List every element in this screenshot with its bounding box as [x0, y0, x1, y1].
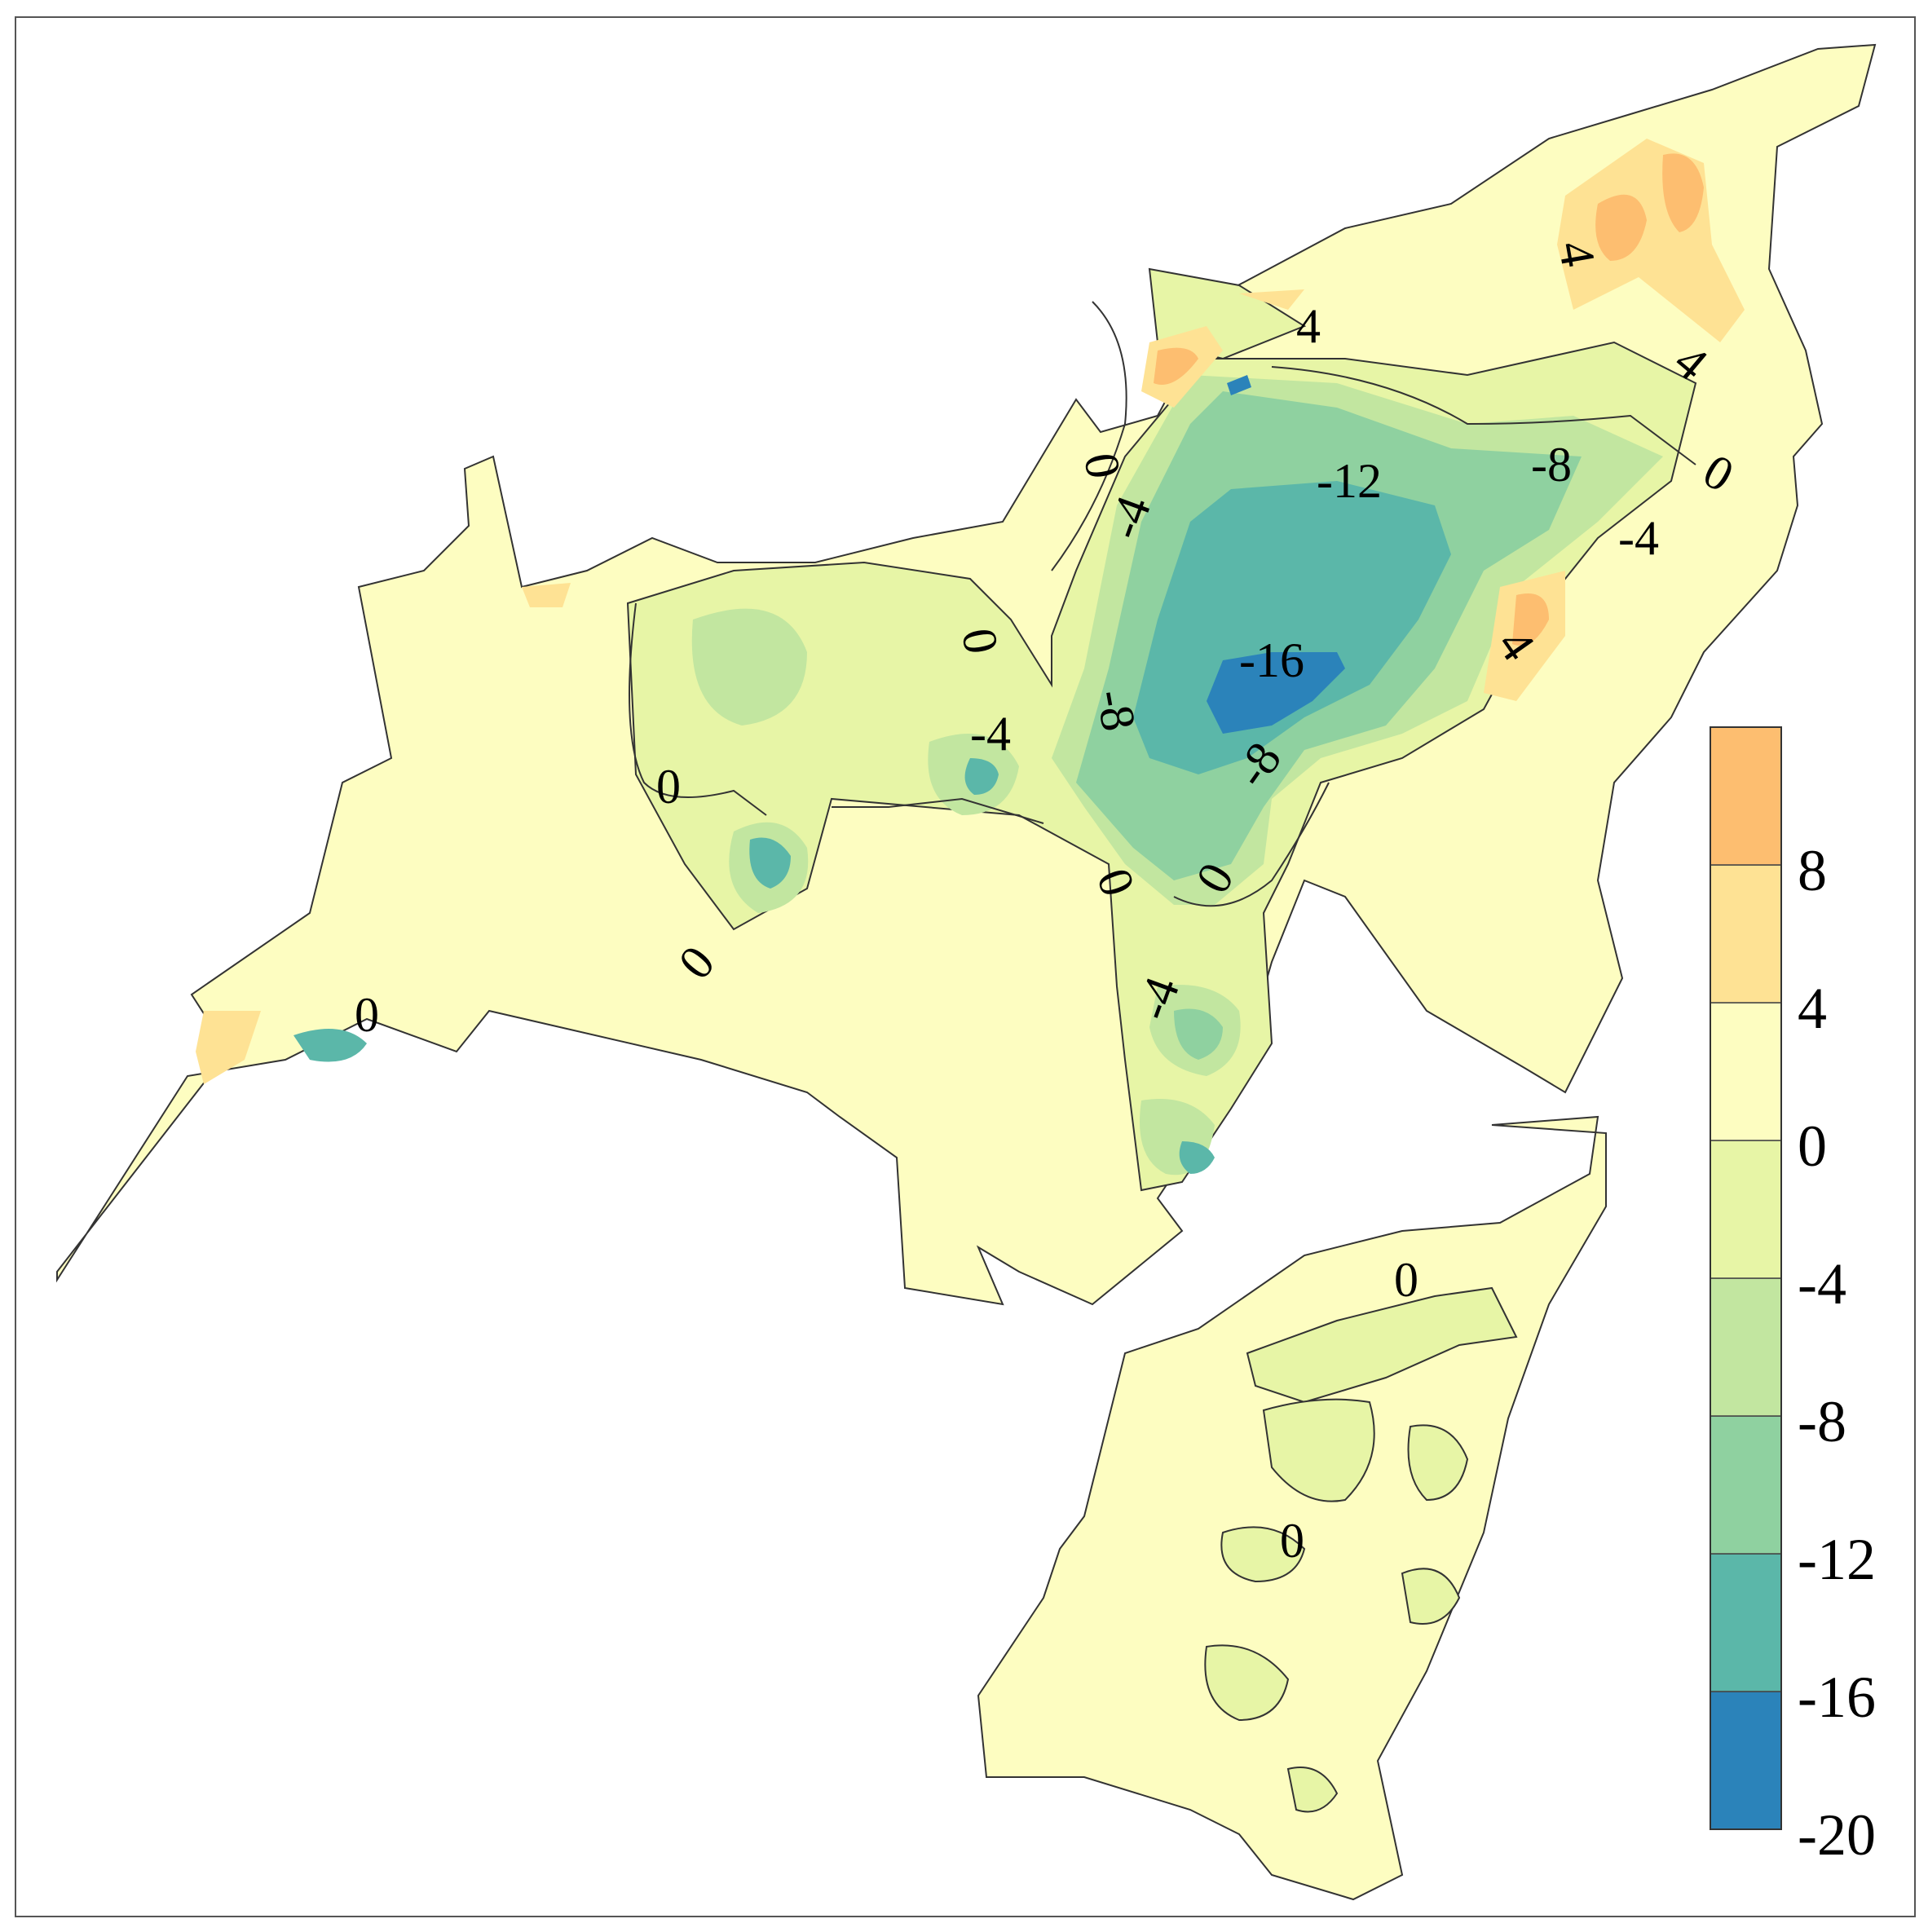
contour-label: -4	[970, 707, 1011, 761]
contour-label: -16	[1239, 633, 1304, 687]
contour-label: -4	[1618, 511, 1659, 565]
colorbar-tick-label: -8	[1798, 1389, 1846, 1454]
colorbar-bin	[1710, 1140, 1782, 1279]
contour-label: 4	[1296, 299, 1321, 353]
colorbar-frame	[1710, 726, 1782, 1830]
contour-label: 0	[1280, 1514, 1304, 1568]
colorbar-tick-labels: 8 4 0 -4 -8 -12 -16 -20	[1798, 838, 1876, 1868]
colorbar-bin	[1710, 726, 1782, 866]
isolines	[629, 301, 1696, 907]
colorbar	[1710, 726, 1782, 1830]
colorbar-bin	[1710, 1553, 1782, 1692]
colorbar-tick-label: -20	[1798, 1802, 1876, 1868]
colorbar-tick-label: 4	[1798, 976, 1827, 1041]
colorbar-bin	[1710, 1002, 1782, 1141]
plot-frame	[15, 16, 1916, 1917]
colorbar-tick-label: 0	[1798, 1114, 1827, 1179]
contour-labels: 4 4 4 0 -12 -8 0 -4 -4 4 0 -16 -8 -4 0 -…	[355, 237, 1742, 1568]
shading-south	[1204, 1286, 1518, 1813]
colorbar-tick-label: -16	[1798, 1665, 1876, 1730]
colorbar-bin	[1710, 1277, 1782, 1417]
contour-label: 0	[355, 988, 379, 1042]
colorbar-tick-label: 8	[1798, 838, 1827, 903]
contour-label: -12	[1317, 454, 1382, 508]
colorbar-tick-label: -4	[1798, 1251, 1846, 1317]
colorbar-bin	[1710, 864, 1782, 1003]
contour-label: 0	[656, 760, 681, 814]
colorbar-bin	[1710, 1691, 1782, 1830]
contour-label: -8	[1531, 438, 1572, 492]
contour-label: 0	[1394, 1253, 1418, 1307]
colorbar-bin	[1710, 1415, 1782, 1555]
colorbar-tick-label: -12	[1798, 1527, 1876, 1592]
shading-north	[196, 139, 1745, 1192]
contour-label: -8	[1086, 686, 1146, 735]
